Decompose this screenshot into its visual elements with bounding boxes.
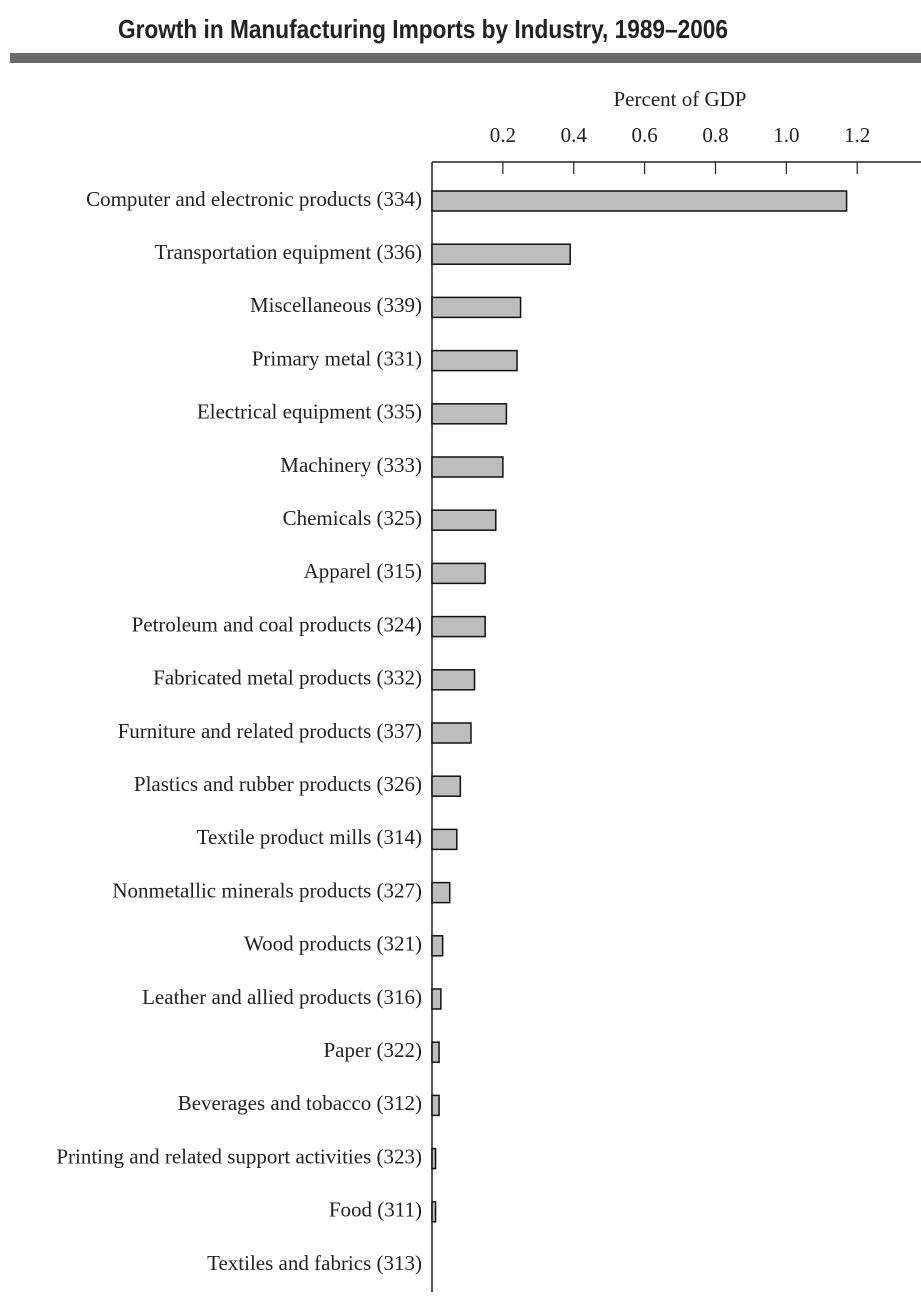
y-tick-label: Leather and allied products (316) [142,985,422,1009]
y-tick-label: Fabricated metal products (332) [153,666,422,690]
bar [431,562,486,585]
y-tick-label: Furniture and related products (337) [118,719,422,743]
x-tick-label: 1.0 [773,123,799,147]
bar [431,403,508,425]
bar [431,988,442,1010]
chart-title: Growth in Manufacturing Imports by Indus… [118,14,728,44]
y-tick-label: Computer and electronic products (334) [86,187,422,211]
x-tick-label: 0.4 [561,123,588,147]
bar [431,722,472,744]
bar [431,509,497,531]
bar [431,881,451,904]
bar [431,296,522,319]
bar [431,243,571,265]
bar [431,1201,437,1223]
bar [431,190,848,212]
bar [431,456,504,478]
x-tick-label: 0.8 [702,123,728,147]
x-tick-label: 1.2 [844,123,870,147]
y-tick-label: Beverages and tobacco (312) [178,1091,422,1115]
bar [431,828,458,851]
bar [431,349,518,372]
y-tick-label: Machinery (333) [280,453,422,477]
y-tick-label: Primary metal (331) [252,346,422,370]
y-tick-label: Plastics and rubber products (326) [134,772,422,796]
bar [431,1041,440,1063]
bar [431,775,462,797]
bar [431,615,486,638]
bar [431,935,444,957]
bar [431,669,476,691]
bar [431,1147,437,1170]
y-tick-label: Textile product mills (314) [197,825,422,849]
x-axis-label: Percent of GDP [614,87,747,111]
y-tick-label: Printing and related support activities … [56,1144,422,1168]
y-tick-label: Paper (322) [323,1038,422,1062]
x-tick-label: 0.2 [490,123,516,147]
y-tick-label: Electrical equipment (335) [197,400,422,424]
title-rule [10,53,921,63]
y-tick-label: Miscellaneous (339) [250,293,422,317]
y-tick-label: Wood products (321) [244,932,422,956]
bar [431,1094,440,1117]
y-tick-label: Nonmetallic minerals products (327) [112,878,422,902]
y-tick-label: Transportation equipment (336) [154,240,422,264]
y-tick-label: Textiles and fabrics (313) [207,1251,422,1275]
y-tick-label: Apparel (315) [304,559,422,583]
y-tick-label: Food (311) [329,1198,422,1222]
x-tick-label: 0.6 [631,123,657,147]
y-tick-label: Chemicals (325) [283,506,422,530]
y-tick-label: Petroleum and coal products (324) [132,612,422,636]
